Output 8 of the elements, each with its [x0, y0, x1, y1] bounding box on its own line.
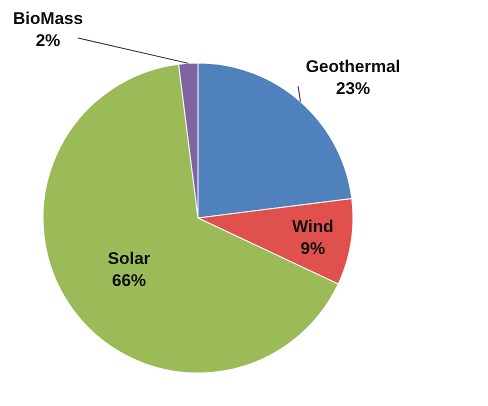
slice-label: BioMass — [13, 9, 83, 28]
data-label: 23% — [336, 79, 370, 98]
slice-label: Geothermal — [306, 57, 400, 76]
data-label: 9% — [300, 239, 326, 258]
slice-label: Wind — [292, 217, 334, 236]
data-label: 66% — [112, 271, 146, 290]
data-label: 2% — [36, 31, 60, 50]
slice-label: Solar — [108, 249, 151, 268]
